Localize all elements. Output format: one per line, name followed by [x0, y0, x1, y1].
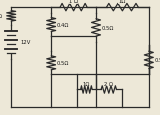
Text: 0.5Ω: 0.5Ω — [56, 61, 69, 66]
Text: 12V: 12V — [20, 40, 30, 45]
Text: 0.5Ω: 0.5Ω — [102, 26, 114, 31]
Text: 1 Ω: 1 Ω — [69, 0, 78, 4]
Text: 2 Ω: 2 Ω — [104, 81, 113, 86]
Text: 1Ω: 1Ω — [119, 0, 126, 4]
Text: 1Ω: 1Ω — [83, 81, 90, 86]
Text: 1 Ω: 1 Ω — [0, 14, 2, 19]
Text: 0.5Ω: 0.5Ω — [155, 58, 160, 63]
Text: 0.4Ω: 0.4Ω — [56, 23, 69, 28]
